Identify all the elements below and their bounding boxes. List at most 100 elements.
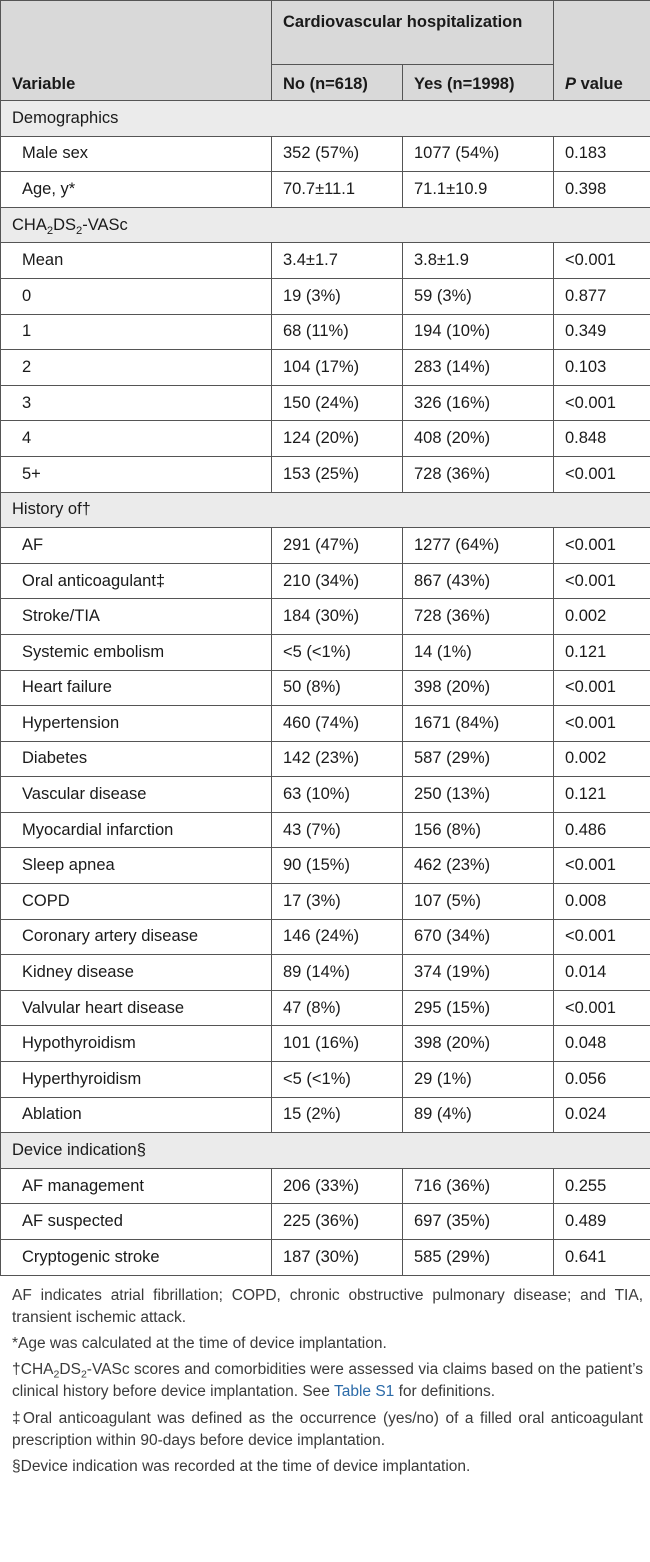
no-column-header: No (n=618) bbox=[271, 64, 403, 101]
no-cell: 47 (8%) bbox=[271, 989, 403, 1027]
yes-cell: 697 (35%) bbox=[402, 1203, 554, 1240]
yes-cell: 670 (34%) bbox=[402, 918, 554, 956]
yes-cell: 462 (23%) bbox=[402, 847, 554, 885]
variable-cell: Myocardial infarction bbox=[0, 811, 272, 849]
variable-cell: AF management bbox=[0, 1167, 272, 1205]
variable-cell: Diabetes bbox=[0, 740, 272, 778]
yes-cell: 71.1±10.9 bbox=[402, 171, 554, 208]
section-row: CHA2DS2-VASc bbox=[0, 206, 650, 244]
table-footnotes: AF indicates atrial fibrillation; COPD, … bbox=[0, 1276, 650, 1479]
p-value-cell: 0.398 bbox=[553, 171, 650, 208]
table-row: Male sex 352 (57%) 1077 (54%) 0.183 bbox=[0, 135, 650, 173]
table-row: 2 104 (17%) 283 (14%) 0.103 bbox=[0, 349, 650, 386]
yes-cell: 398 (20%) bbox=[402, 1025, 554, 1063]
table-row: Hyperthyroidism <5 (<1%) 29 (1%) 0.056 bbox=[0, 1061, 650, 1098]
p-value-cell: 0.024 bbox=[553, 1096, 650, 1134]
no-cell: 3.4±1.7 bbox=[271, 242, 403, 279]
p-value-cell: <0.001 bbox=[553, 455, 650, 493]
no-cell: 63 (10%) bbox=[271, 776, 403, 813]
table-row: Mean 3.4±1.7 3.8±1.9 <0.001 bbox=[0, 242, 650, 279]
no-cell: <5 (<1%) bbox=[271, 1061, 403, 1098]
subscript: 2 bbox=[76, 224, 83, 237]
table-row: Systemic embolism <5 (<1%) 14 (1%) 0.121 bbox=[0, 633, 650, 671]
no-cell: 291 (47%) bbox=[271, 527, 403, 564]
p-value-cell: <0.001 bbox=[553, 918, 650, 956]
p-value-cell: 0.008 bbox=[553, 883, 650, 920]
no-cell: 225 (36%) bbox=[271, 1203, 403, 1240]
yes-cell: 29 (1%) bbox=[402, 1061, 554, 1098]
table-row: 0 19 (3%) 59 (3%) 0.877 bbox=[0, 277, 650, 315]
no-cell: 146 (24%) bbox=[271, 918, 403, 956]
yes-cell: 283 (14%) bbox=[402, 349, 554, 386]
yes-cell: 326 (16%) bbox=[402, 384, 554, 422]
claims-note-text: †CHA bbox=[12, 1361, 54, 1379]
variable-cell: 4 bbox=[0, 420, 272, 457]
table-row: Diabetes 142 (23%) 587 (29%) 0.002 bbox=[0, 740, 650, 778]
no-cell: 206 (33%) bbox=[271, 1167, 403, 1205]
variable-cell: Mean bbox=[0, 242, 272, 279]
table-row: Age, y* 70.7±11.1 71.1±10.9 0.398 bbox=[0, 171, 650, 208]
p-value-cell: 0.255 bbox=[553, 1167, 650, 1205]
yes-cell: 3.8±1.9 bbox=[402, 242, 554, 279]
table-row: Kidney disease 89 (14%) 374 (19%) 0.014 bbox=[0, 954, 650, 991]
variable-column-header: Variable bbox=[0, 0, 272, 101]
p-value-cell: 0.848 bbox=[553, 420, 650, 457]
variable-cell: 1 bbox=[0, 313, 272, 351]
p-value-cell: 0.489 bbox=[553, 1203, 650, 1240]
yes-cell: 728 (36%) bbox=[402, 598, 554, 635]
claims-note: †CHA2DS2-VASc scores and comorbidities w… bbox=[12, 1359, 643, 1403]
table-row: AF suspected 225 (36%) 697 (35%) 0.489 bbox=[0, 1203, 650, 1240]
p-italic: P bbox=[565, 75, 577, 93]
no-cell: 187 (30%) bbox=[271, 1239, 403, 1276]
variable-cell: Systemic embolism bbox=[0, 633, 272, 671]
no-cell: 104 (17%) bbox=[271, 349, 403, 386]
p-value-column-header: P value bbox=[553, 0, 650, 101]
yes-cell: 585 (29%) bbox=[402, 1239, 554, 1276]
no-cell: 352 (57%) bbox=[271, 135, 403, 173]
subscript: 2 bbox=[53, 1368, 60, 1381]
no-cell: 43 (7%) bbox=[271, 811, 403, 849]
no-cell: 15 (2%) bbox=[271, 1096, 403, 1134]
p-value-cell: 0.121 bbox=[553, 776, 650, 813]
yes-cell: 587 (29%) bbox=[402, 740, 554, 778]
p-value-cell: 0.002 bbox=[553, 598, 650, 635]
variable-cell: Heart failure bbox=[0, 669, 272, 707]
no-cell: 101 (16%) bbox=[271, 1025, 403, 1063]
variable-cell: Hypothyroidism bbox=[0, 1025, 272, 1063]
variable-cell: Male sex bbox=[0, 135, 272, 173]
p-value-cell: 0.486 bbox=[553, 811, 650, 849]
table-row: Hypertension 460 (74%) 1671 (84%) <0.001 bbox=[0, 705, 650, 742]
yes-cell: 89 (4%) bbox=[402, 1096, 554, 1134]
yes-cell: 14 (1%) bbox=[402, 633, 554, 671]
p-value-cell: 0.048 bbox=[553, 1025, 650, 1063]
yes-cell: 250 (13%) bbox=[402, 776, 554, 813]
age-note: *Age was calculated at the time of devic… bbox=[12, 1335, 387, 1352]
yes-cell: 1077 (54%) bbox=[402, 135, 554, 173]
baseline-characteristics-table: Variable Cardiovascular hospitalization … bbox=[0, 0, 650, 1276]
variable-cell: Sleep apnea bbox=[0, 847, 272, 885]
no-cell: 460 (74%) bbox=[271, 705, 403, 742]
yes-cell: 295 (15%) bbox=[402, 989, 554, 1027]
table-row: AF 291 (47%) 1277 (64%) <0.001 bbox=[0, 527, 650, 564]
yes-column-header: Yes (n=1998) bbox=[402, 64, 554, 101]
table-row: Stroke/TIA 184 (30%) 728 (36%) 0.002 bbox=[0, 598, 650, 635]
p-value-cell: <0.001 bbox=[553, 847, 650, 885]
yes-cell: 107 (5%) bbox=[402, 883, 554, 920]
p-value-cell: 0.056 bbox=[553, 1061, 650, 1098]
yes-cell: 728 (36%) bbox=[402, 455, 554, 493]
variable-cell: 3 bbox=[0, 384, 272, 422]
table-row: Myocardial infarction 43 (7%) 156 (8%) 0.48… bbox=[0, 811, 650, 849]
yes-cell: 1277 (64%) bbox=[402, 527, 554, 564]
table-s1-link[interactable]: Table S1 bbox=[333, 1383, 395, 1401]
p-value-cell: 0.183 bbox=[553, 135, 650, 173]
yes-cell: 194 (10%) bbox=[402, 313, 554, 351]
variable-cell: Hyperthyroidism bbox=[0, 1061, 272, 1098]
table-row: Hypothyroidism 101 (16%) 398 (20%) 0.048 bbox=[0, 1025, 650, 1063]
yes-cell: 59 (3%) bbox=[402, 277, 554, 315]
no-cell: 50 (8%) bbox=[271, 669, 403, 707]
table-row: Sleep apnea 90 (15%) 462 (23%) <0.001 bbox=[0, 847, 650, 885]
section-row: Demographics bbox=[0, 100, 650, 137]
table-row: Coronary artery disease 146 (24%) 670 (34%… bbox=[0, 918, 650, 956]
section-title: History of† bbox=[0, 491, 650, 529]
p-value-cell: <0.001 bbox=[553, 527, 650, 564]
